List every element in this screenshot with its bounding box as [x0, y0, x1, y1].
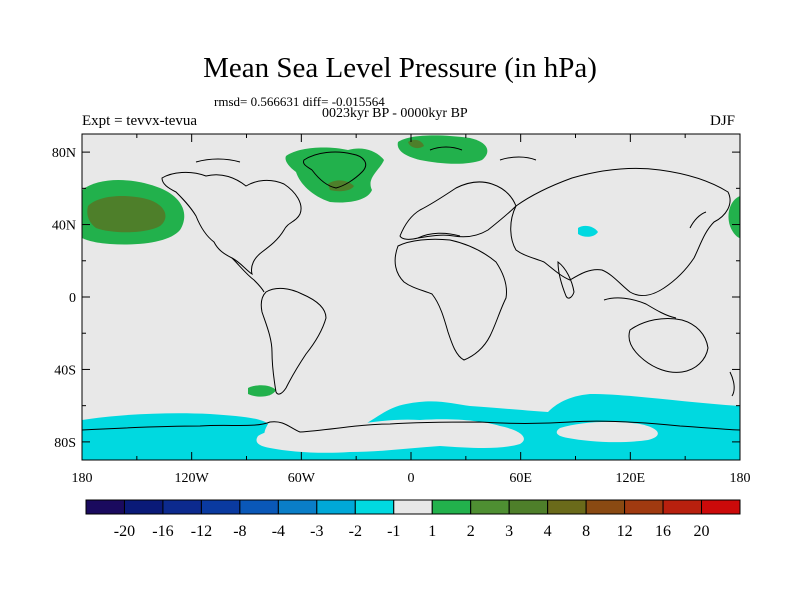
- axis-ticks: [81, 134, 741, 460]
- colorbar-label: -4: [272, 523, 285, 540]
- lon-label: 60W: [288, 471, 316, 486]
- lon-label: 60E: [509, 471, 532, 486]
- coast-asia: [510, 167, 731, 296]
- lon-label: 120W: [175, 471, 210, 486]
- season-label: DJF: [710, 113, 736, 129]
- colorbar-swatch: [123, 499, 164, 515]
- chart-title: Mean Sea Level Pressure (in hPa): [203, 52, 597, 84]
- anomaly-west-pacific-edge: [728, 196, 740, 238]
- anomaly-tibet: [578, 225, 598, 237]
- coast-south-america: [260, 287, 327, 395]
- colorbar-swatch: [547, 499, 587, 515]
- colorbar-label: 20: [694, 523, 710, 540]
- colorbar-label: 12: [617, 523, 633, 540]
- anomaly-fills: [82, 135, 740, 460]
- colorbar-label: -1: [387, 523, 400, 540]
- colorbar-swatch: [316, 499, 356, 515]
- colorbar-swatch: [277, 499, 318, 515]
- antarctic-east-gap: [556, 421, 658, 443]
- colorbar-swatch: [431, 499, 472, 515]
- lon-label: 180: [730, 471, 751, 486]
- colorbar-label: -8: [233, 523, 246, 540]
- colorbar-label: -16: [152, 523, 173, 540]
- colorbar-label: -3: [310, 523, 323, 540]
- colorbar-label: 8: [582, 523, 590, 540]
- experiment-label: Expt = tevvx-tevua: [82, 113, 198, 129]
- colorbar-label: -2: [349, 523, 362, 540]
- colorbar-label: 3: [505, 523, 513, 540]
- lat-label: 80N: [52, 146, 76, 161]
- coast-central-america: [231, 257, 265, 293]
- period-text: 0023kyr BP - 0000kyr BP: [322, 106, 468, 121]
- colorbar-swatch: [470, 499, 510, 515]
- colorbar-label: 16: [655, 523, 671, 540]
- anomaly-south-pacific: [248, 385, 276, 397]
- coast-japan: [689, 211, 707, 229]
- antarctic-interior-gap: [256, 419, 524, 453]
- lon-label: 180: [72, 471, 93, 486]
- lat-label: 40N: [52, 219, 76, 234]
- anomaly-north-pacific-core: [87, 196, 166, 233]
- colorbar-swatch: [624, 499, 664, 515]
- colorbar-swatch: [200, 499, 241, 515]
- longitude-labels: 180 120W 60W 0 60E 120E 180: [72, 471, 751, 486]
- lat-label: 0: [69, 291, 76, 306]
- coast-arctic-islands: [195, 146, 537, 163]
- colorbar-label: 1: [428, 523, 436, 540]
- coast-new-zealand: [729, 371, 735, 397]
- coast-india: [557, 260, 575, 299]
- colorbar-label: -12: [191, 523, 212, 540]
- coast-greenland: [303, 151, 367, 189]
- coast-antarctica: [82, 420, 740, 433]
- coast-indonesia: [603, 297, 677, 319]
- colorbar-swatch: [662, 499, 703, 515]
- colorbar-swatch: [393, 499, 433, 515]
- colorbar-label: 4: [544, 523, 552, 540]
- coast-africa: [394, 238, 507, 361]
- coast-australia: [628, 317, 709, 373]
- colorbar-swatch: [508, 499, 549, 515]
- lon-label: 0: [408, 471, 415, 486]
- coastlines: [82, 146, 740, 433]
- colorbar-swatch: [585, 499, 626, 515]
- colorbar-label: -20: [114, 523, 135, 540]
- colorbar-swatch: [239, 499, 279, 515]
- colorbar-swatch: [85, 499, 125, 515]
- coast-north-america: [161, 171, 302, 276]
- colorbar: [85, 499, 741, 515]
- colorbar-swatch: [162, 499, 202, 515]
- lat-label: 80S: [54, 436, 76, 451]
- lat-label: 40S: [54, 363, 76, 378]
- anomaly-arctic-europe-core: [408, 139, 424, 149]
- colorbar-label: 2: [467, 523, 475, 540]
- colorbar-swatch: [701, 499, 741, 515]
- statistics-text: rmsd= 0.566631 diff= -0.015564: [214, 94, 385, 109]
- colorbar-labels: -20 -16 -12 -8 -4 -3 -2 -1 1 2 3 4 8 12 16 20: [114, 523, 710, 540]
- lon-label: 120E: [616, 471, 646, 486]
- anomaly-greenland: [285, 147, 384, 203]
- colorbar-swatch: [354, 499, 395, 515]
- latitude-labels: 80N 40N 0 40S 80S: [52, 146, 76, 451]
- coast-mediterranean: [417, 232, 461, 239]
